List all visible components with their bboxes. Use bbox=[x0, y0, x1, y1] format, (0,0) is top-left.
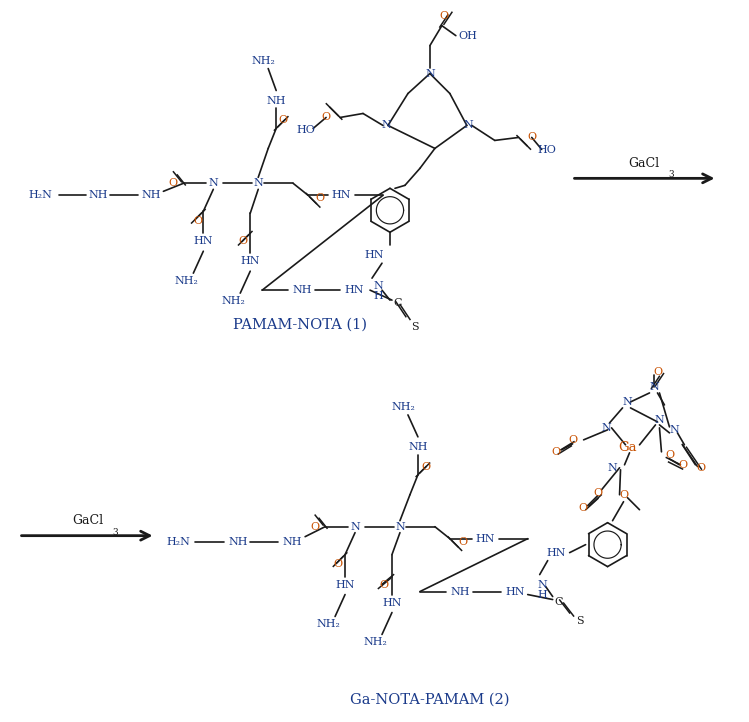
Text: N: N bbox=[351, 522, 360, 531]
Text: O: O bbox=[440, 11, 449, 21]
Text: N: N bbox=[464, 121, 473, 131]
Text: O: O bbox=[653, 367, 662, 377]
Text: HN: HN bbox=[382, 598, 401, 607]
Text: N: N bbox=[655, 415, 664, 425]
Text: 3: 3 bbox=[112, 528, 118, 536]
Text: HN: HN bbox=[336, 580, 355, 590]
Text: H: H bbox=[538, 590, 548, 599]
Text: C: C bbox=[554, 596, 563, 606]
Text: O: O bbox=[568, 435, 577, 445]
Text: O: O bbox=[194, 217, 203, 226]
Text: HN: HN bbox=[475, 534, 494, 544]
Text: N: N bbox=[395, 522, 404, 531]
Text: O: O bbox=[239, 236, 248, 246]
Text: HO: HO bbox=[537, 145, 556, 155]
Text: NH₂: NH₂ bbox=[221, 296, 245, 306]
Text: NH: NH bbox=[142, 191, 161, 200]
Text: HO: HO bbox=[297, 126, 315, 136]
Text: N: N bbox=[538, 580, 548, 590]
Text: O: O bbox=[551, 447, 560, 457]
Text: NH: NH bbox=[89, 191, 109, 200]
Text: O: O bbox=[665, 450, 674, 460]
Text: GaCl: GaCl bbox=[72, 514, 103, 527]
Text: O: O bbox=[458, 536, 467, 547]
Text: O: O bbox=[333, 559, 342, 569]
Text: O: O bbox=[619, 490, 628, 500]
Text: N: N bbox=[622, 397, 632, 407]
Text: NH: NH bbox=[292, 285, 312, 295]
Text: H₂N: H₂N bbox=[28, 191, 52, 200]
Text: NH₂: NH₂ bbox=[391, 402, 415, 412]
Text: N: N bbox=[253, 178, 263, 188]
Text: N: N bbox=[601, 423, 611, 433]
Text: HN: HN bbox=[240, 256, 260, 266]
Text: NH: NH bbox=[450, 586, 470, 596]
Text: N: N bbox=[208, 178, 218, 188]
Text: 3: 3 bbox=[668, 170, 674, 179]
Text: PAMAM-NOTA (1): PAMAM-NOTA (1) bbox=[233, 318, 367, 332]
Text: O: O bbox=[578, 503, 587, 513]
Text: HN: HN bbox=[364, 251, 383, 260]
Text: N: N bbox=[649, 382, 659, 392]
Text: S: S bbox=[576, 617, 583, 627]
Text: O: O bbox=[422, 462, 431, 471]
Text: O: O bbox=[321, 113, 330, 123]
Text: N: N bbox=[381, 121, 391, 131]
Text: N: N bbox=[607, 463, 617, 473]
Text: O: O bbox=[279, 116, 288, 126]
Text: NH: NH bbox=[267, 95, 286, 105]
Text: O: O bbox=[697, 463, 706, 473]
Text: NH₂: NH₂ bbox=[363, 638, 387, 648]
Text: O: O bbox=[169, 178, 178, 188]
Text: NH₂: NH₂ bbox=[251, 56, 275, 66]
Text: O: O bbox=[315, 193, 324, 204]
Text: NH: NH bbox=[228, 536, 248, 547]
Text: H: H bbox=[373, 291, 383, 301]
Text: O: O bbox=[527, 132, 536, 142]
Text: HN: HN bbox=[505, 586, 524, 596]
Text: GaCl: GaCl bbox=[628, 157, 659, 170]
Text: HN: HN bbox=[345, 285, 364, 295]
Text: S: S bbox=[411, 322, 419, 332]
Text: N: N bbox=[373, 281, 383, 291]
Text: OH: OH bbox=[458, 30, 477, 40]
Text: H₂N: H₂N bbox=[166, 536, 190, 547]
Text: HN: HN bbox=[546, 547, 565, 557]
Text: Ga-NOTA-PAMAM (2): Ga-NOTA-PAMAM (2) bbox=[350, 692, 509, 706]
Text: O: O bbox=[679, 460, 688, 470]
Text: C: C bbox=[394, 298, 402, 308]
Text: O: O bbox=[380, 580, 389, 590]
Text: HN: HN bbox=[331, 191, 351, 200]
Text: Ga: Ga bbox=[618, 441, 637, 454]
Text: N: N bbox=[425, 69, 434, 79]
Text: NH: NH bbox=[408, 442, 428, 452]
Text: NH₂: NH₂ bbox=[175, 276, 198, 286]
Text: HN: HN bbox=[193, 236, 213, 246]
Text: NH₂: NH₂ bbox=[316, 619, 340, 630]
Text: N: N bbox=[670, 425, 679, 435]
Text: O: O bbox=[311, 522, 320, 531]
Text: O: O bbox=[593, 488, 602, 497]
Text: NH: NH bbox=[282, 536, 302, 547]
